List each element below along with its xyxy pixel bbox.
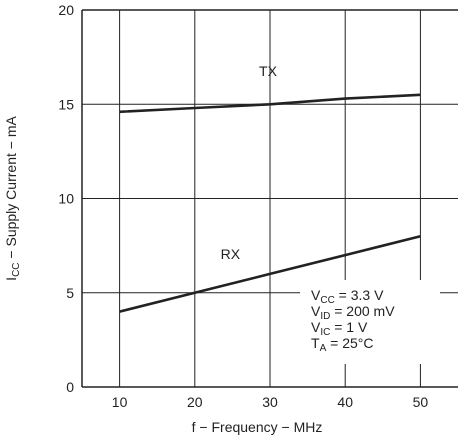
condition-text: VID = 200 mV <box>311 303 395 322</box>
x-tick-label: 40 <box>337 394 353 410</box>
series-lines <box>119 93 421 313</box>
x-tick-label: 20 <box>187 394 203 410</box>
y-tick-label: 0 <box>66 379 74 395</box>
axis-labels: f − Frequency − MHz ICC − Supply Current… <box>3 116 322 435</box>
series-label-tx: TX <box>259 63 278 79</box>
y-axis-label: ICC − Supply Current − mA <box>3 116 22 281</box>
conditions-background <box>300 280 440 364</box>
x-tick-label: 30 <box>262 394 278 410</box>
series-label-rx: RX <box>221 246 241 262</box>
series-line-rx <box>119 234 421 313</box>
y-tick-label: 10 <box>58 191 74 207</box>
condition-text: VCC = 3.3 V <box>311 287 384 306</box>
y-tick-label: 20 <box>58 2 74 18</box>
grid-lines <box>82 10 458 387</box>
condition-text: VIC = 1 V <box>311 319 368 338</box>
condition-text: TA = 25°C <box>311 335 373 354</box>
plot-frame <box>81 9 458 388</box>
x-tick-label: 10 <box>112 394 128 410</box>
x-axis-label: f − Frequency − MHz <box>192 419 323 435</box>
series-labels: TX RX <box>221 63 278 262</box>
x-tick-label: 50 <box>413 394 429 410</box>
series-line-tx <box>119 93 421 114</box>
tick-labels: 10 20 30 40 50 0 5 10 15 20 <box>58 2 428 410</box>
y-tick-label: 15 <box>58 96 74 112</box>
y-tick-label: 5 <box>66 285 74 301</box>
